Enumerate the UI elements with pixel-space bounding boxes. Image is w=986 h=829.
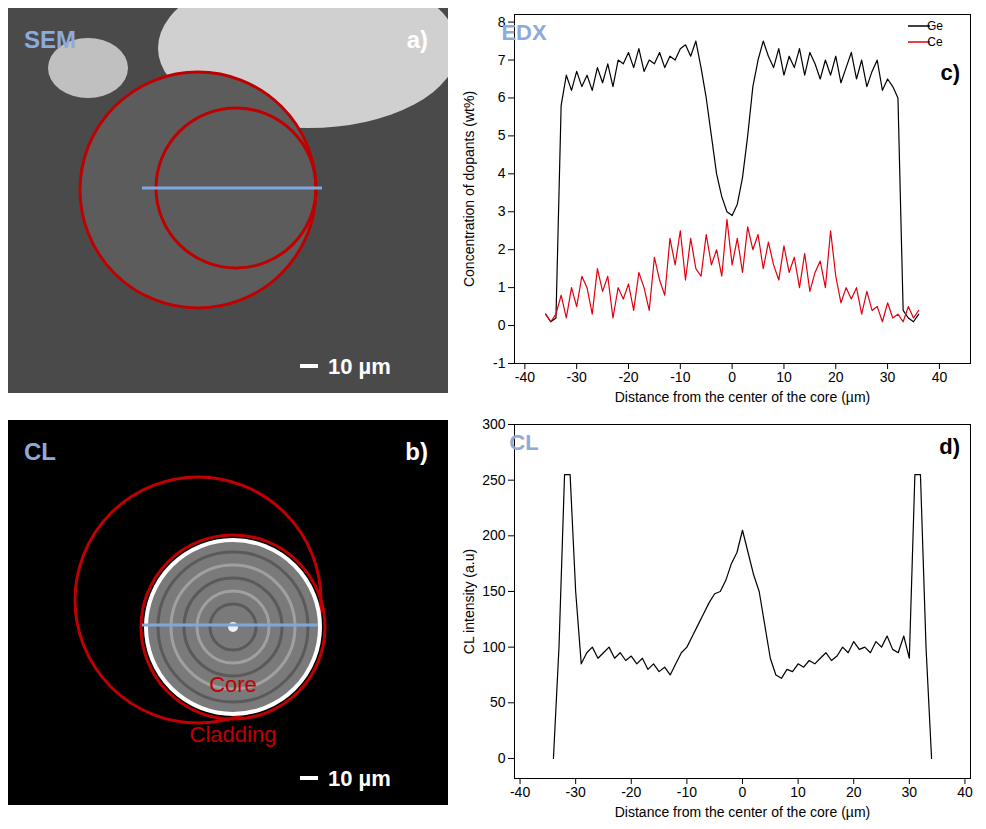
svg-text:CL intensity (a.u): CL intensity (a.u) [461,549,477,654]
svg-text:EDX: EDX [501,20,547,45]
svg-text:-20: -20 [621,784,641,800]
svg-text:100: 100 [482,639,506,655]
svg-text:20: 20 [846,784,862,800]
svg-text:0: 0 [739,784,747,800]
svg-text:CL: CL [24,438,56,465]
svg-text:SEM: SEM [24,26,76,53]
svg-text:150: 150 [482,583,506,599]
svg-text:c): c) [940,60,960,85]
svg-text:20: 20 [828,369,844,385]
svg-text:40: 40 [932,369,948,385]
svg-text:-10: -10 [677,784,697,800]
svg-text:1: 1 [498,279,506,295]
svg-text:300: 300 [482,416,506,432]
svg-text:Distance from the center of th: Distance from the center of the core (µm… [615,389,871,405]
svg-text:50: 50 [490,694,506,710]
svg-text:-30: -30 [566,784,586,800]
svg-text:-40: -40 [510,784,530,800]
svg-text:-20: -20 [618,369,638,385]
svg-text:10 µm: 10 µm [328,354,391,379]
svg-text:b): b) [405,438,428,465]
svg-text:250: 250 [482,472,506,488]
svg-text:30: 30 [902,784,918,800]
svg-text:Cladding: Cladding [190,722,277,747]
svg-text:3: 3 [498,203,506,219]
svg-text:5: 5 [498,127,506,143]
svg-text:Ce: Ce [927,35,943,49]
svg-text:-10: -10 [670,369,690,385]
svg-text:Ge: Ge [927,19,943,33]
svg-text:-1: -1 [493,355,506,371]
svg-text:30: 30 [880,369,896,385]
svg-text:Core: Core [209,672,257,697]
svg-text:0: 0 [728,369,736,385]
svg-text:d): d) [939,434,960,459]
svg-text:Distance from the center of th: Distance from the center of the core (µm… [615,804,871,820]
svg-text:Concentration of dopants (wt%): Concentration of dopants (wt%) [461,91,477,287]
svg-text:10 µm: 10 µm [328,766,391,791]
svg-text:2: 2 [498,241,506,257]
svg-text:10: 10 [776,369,792,385]
svg-text:a): a) [407,26,428,53]
svg-text:4: 4 [498,165,506,181]
svg-text:10: 10 [790,784,806,800]
svg-text:-30: -30 [567,369,587,385]
svg-text:6: 6 [498,89,506,105]
svg-text:0: 0 [498,750,506,766]
svg-text:CL: CL [509,430,538,455]
svg-text:7: 7 [498,52,506,68]
svg-text:-40: -40 [515,369,535,385]
svg-text:200: 200 [482,527,506,543]
svg-text:0: 0 [498,317,506,333]
svg-text:40: 40 [957,784,973,800]
